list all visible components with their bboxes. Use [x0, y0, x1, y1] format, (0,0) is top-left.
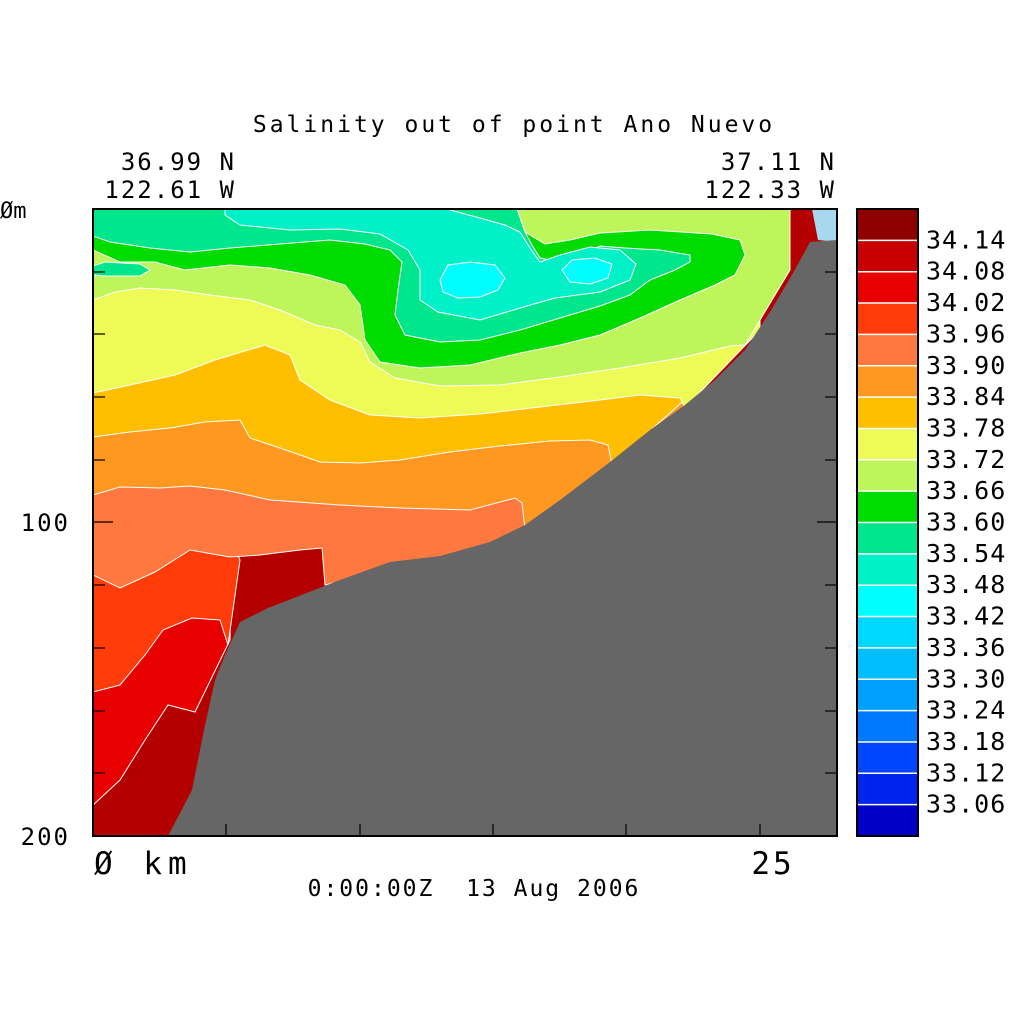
end-lon-label: 122.33 W [704, 176, 836, 204]
x-axis-start-label: Ø km [94, 846, 193, 882]
colorbar-frame [856, 208, 919, 837]
x-axis-end-label: 25 [751, 846, 794, 882]
seafloor [168, 240, 837, 836]
x-axis-ticks [225, 824, 761, 836]
timestamp-label: 0:00:00Z 13 Aug 2006 [308, 876, 641, 902]
colorbar-label: 33.12 [926, 758, 1006, 787]
y-tick-label-200: 200 [21, 823, 70, 851]
colorbar-label: 33.30 [926, 664, 1006, 693]
colorbar-label: 34.14 [926, 225, 1006, 254]
y-axis-ticks [93, 271, 837, 774]
start-lon-label: 122.61 W [104, 176, 236, 204]
colorbar-label: 33.60 [926, 508, 1006, 537]
colorbar-label: 34.08 [926, 257, 1006, 286]
colorbar-label: 33.90 [926, 351, 1006, 380]
colorbar-swatch [857, 491, 918, 523]
contour-plot-area [93, 209, 837, 836]
start-lat-label: 36.99 N [121, 148, 236, 176]
colorbar-swatch [857, 209, 918, 241]
band-33.42-33.48-b [561, 257, 613, 285]
colorbar-swatch [857, 522, 918, 555]
colorbar-swatch [857, 553, 918, 586]
colorbar-swatch [857, 616, 918, 649]
colorbar-label: 33.42 [926, 602, 1006, 631]
colorbar-label: 33.96 [926, 319, 1006, 348]
colorbar-swatch [857, 679, 918, 712]
colorbar-label: 33.84 [926, 382, 1006, 411]
colorbar-label: 33.06 [926, 790, 1006, 819]
colorbar-swatch [857, 334, 918, 367]
colorbar-label: 33.24 [926, 696, 1006, 725]
colorbar-swatch [857, 397, 918, 429]
colorbar-label: 34.02 [926, 288, 1006, 317]
colorbar-label: 33.66 [926, 476, 1006, 505]
colorbar-swatch [857, 804, 918, 837]
colorbar-swatch [857, 365, 918, 398]
colorbar-swatch [857, 710, 918, 743]
band-33.48-33.54 [224, 209, 637, 321]
colorbar-swatch [857, 741, 918, 774]
chart-title: Salinity out of point Ano Nuevo [253, 112, 775, 138]
colorbar-swatch [857, 585, 918, 618]
colorbar-label: 33.36 [926, 633, 1006, 662]
colorbar-swatch [857, 303, 918, 335]
end-lat-label: 37.11 N [721, 148, 836, 176]
colorbar-swatch [857, 271, 918, 304]
y-axis-top-label: Øm [0, 199, 27, 224]
y-tick-label-100: 100 [21, 509, 70, 537]
band-33.42-33.48 [439, 261, 506, 299]
colorbar-label: 33.72 [926, 445, 1006, 474]
colorbar-swatch [857, 240, 918, 273]
colorbar-label: 33.48 [926, 570, 1006, 599]
band-top-right-patch [812, 209, 837, 242]
colorbar-label: 33.18 [926, 727, 1006, 756]
band-33.54-33.60-patch [93, 261, 151, 277]
colorbar-label: 33.78 [926, 413, 1006, 442]
colorbar-swatch [857, 773, 918, 806]
colorbar-swatch [857, 428, 918, 461]
colorbar-label: 33.54 [926, 539, 1006, 568]
colorbar-swatch [857, 459, 918, 492]
colorbar-swatch [857, 647, 918, 680]
